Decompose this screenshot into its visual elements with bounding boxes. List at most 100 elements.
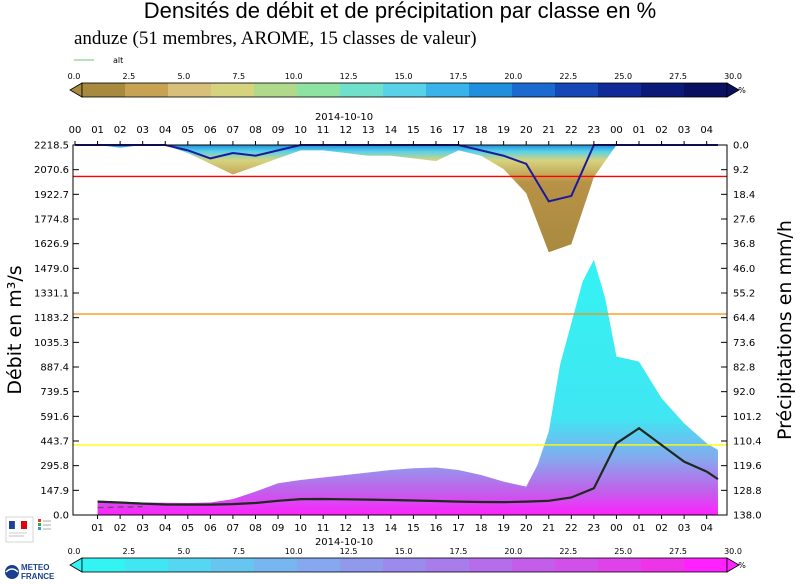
top-date-label: 2014-10-10 bbox=[315, 112, 373, 123]
precip-colorbar-swatch bbox=[125, 83, 169, 97]
bottom-hour-label: 03 bbox=[136, 523, 149, 534]
flow-colorbar-tick-label: 12.5 bbox=[340, 547, 358, 556]
top-hour-label: 22 bbox=[565, 125, 578, 136]
precip-colorbar-tick-label: 0.0 bbox=[68, 72, 81, 81]
bottom-hour-label: 03 bbox=[678, 523, 691, 534]
precip-density-area bbox=[75, 145, 718, 253]
left-tick-label: 295.8 bbox=[40, 461, 69, 472]
top-hour-label: 03 bbox=[678, 125, 691, 136]
chart-subtitle: anduze (51 membres, AROME, 15 classes de… bbox=[74, 28, 477, 49]
bottom-hour-label: 09 bbox=[272, 523, 285, 534]
right-tick-label: 36.8 bbox=[733, 239, 755, 250]
left-tick-label: 1035.3 bbox=[34, 338, 69, 349]
top-hour-label: 08 bbox=[249, 125, 262, 136]
flow-min-line bbox=[97, 506, 143, 509]
precip-colorbar-arrow-left bbox=[69, 82, 83, 98]
bottom-hour-label: 07 bbox=[227, 523, 240, 534]
precip-colorbar-tick-label: 22.5 bbox=[559, 72, 577, 81]
bottom-hour-label: 13 bbox=[362, 523, 375, 534]
precip-colorbar-swatch bbox=[211, 83, 255, 97]
top-hour-label: 14 bbox=[384, 125, 397, 136]
bottom-hour-label: 15 bbox=[407, 523, 420, 534]
bottom-hour-label: 20 bbox=[520, 523, 533, 534]
left-tick-label: 1183.2 bbox=[34, 313, 69, 324]
plot-frame bbox=[72, 144, 728, 516]
left-tick-label: 591.6 bbox=[40, 412, 69, 423]
right-tick-label: 0.0 bbox=[733, 141, 749, 152]
chart-title: Densités de débit et de précipitation pa… bbox=[144, 0, 656, 23]
top-hour-label: 12 bbox=[339, 125, 352, 136]
bottom-hour-label: 02 bbox=[655, 523, 668, 534]
y-axis-label-left: Débit en m³/s bbox=[4, 265, 26, 394]
flow-colorbar-swatch bbox=[340, 558, 384, 572]
precip-colorbar-arrow-right bbox=[726, 82, 740, 98]
flow-colorbar-tick-label: 2.5 bbox=[123, 547, 136, 556]
left-tick-label: 1922.7 bbox=[34, 190, 69, 201]
flow-colorbar: 0.0 2.5 5.0 7.5 10.0 12.5 15.0 17.5 20.0 22.5 25.0… bbox=[68, 547, 746, 573]
bottom-hour-label: 02 bbox=[114, 523, 127, 534]
bottom-hour-label: 11 bbox=[317, 523, 330, 534]
flow-colorbar-tick-label: 22.5 bbox=[559, 547, 577, 556]
precip-colorbar-swatch bbox=[641, 83, 685, 97]
right-tick-label: 73.6 bbox=[733, 338, 755, 349]
precip-colorbar-swatch bbox=[469, 83, 513, 97]
logo-marianne bbox=[5, 516, 34, 543]
top-hour-label: 20 bbox=[520, 125, 533, 136]
precip-colorbar-tick-label: 30.0 bbox=[724, 72, 742, 81]
top-hour-label: 06 bbox=[204, 125, 217, 136]
logo-ministry bbox=[36, 517, 52, 542]
flow-median-line bbox=[97, 426, 719, 506]
bottom-hour-label: 14 bbox=[384, 523, 397, 534]
right-tick-label: 27.6 bbox=[733, 215, 755, 226]
flow-colorbar-arrow-right bbox=[726, 557, 740, 573]
precip-colorbar-swatch bbox=[82, 83, 126, 97]
precip-colorbar-tick-label: 7.5 bbox=[232, 72, 245, 81]
flow-colorbar-swatch bbox=[684, 558, 728, 572]
right-tick-label: 55.2 bbox=[733, 289, 755, 300]
precip-colorbar-swatch bbox=[426, 83, 470, 97]
flow-colorbar-tick-label: 27.5 bbox=[669, 547, 687, 556]
right-tick-label: 138.0 bbox=[733, 511, 762, 522]
bottom-hour-label: 21 bbox=[542, 523, 555, 534]
logo-meteo-france: METEO FRANCE bbox=[4, 561, 62, 583]
top-hour-label: 23 bbox=[588, 125, 601, 136]
precip-colorbar-swatch bbox=[512, 83, 556, 97]
flow-colorbar-swatch bbox=[82, 558, 126, 572]
precip-colorbar-tick-label: 17.5 bbox=[450, 72, 468, 81]
top-hour-label: 18 bbox=[475, 125, 488, 136]
top-hour-label: 01 bbox=[91, 125, 104, 136]
top-hour-label: 04 bbox=[700, 125, 713, 136]
flow-colorbar-tick-label: 30.0 bbox=[724, 547, 742, 556]
flow-colorbar-arrow-left bbox=[69, 557, 83, 573]
flow-colorbar-tick-label: 20.0 bbox=[504, 547, 522, 556]
top-hour-label: 19 bbox=[497, 125, 510, 136]
flow-colorbar-tick-label: 0.0 bbox=[68, 547, 81, 556]
flow-colorbar-swatch bbox=[512, 558, 556, 572]
left-tick-label: 1479.0 bbox=[34, 264, 69, 275]
precip-colorbar-swatch bbox=[684, 83, 728, 97]
left-tick-label: 2070.6 bbox=[34, 165, 69, 176]
precip-colorbar-tick-label: 27.5 bbox=[669, 72, 687, 81]
top-hour-label: 05 bbox=[181, 125, 194, 136]
left-tick-label: 443.7 bbox=[40, 437, 69, 448]
flow-colorbar-swatch bbox=[125, 558, 169, 572]
flow-colorbar-swatch bbox=[168, 558, 212, 572]
bottom-hour-label: 19 bbox=[497, 523, 510, 534]
bottom-hour-label: 16 bbox=[430, 523, 443, 534]
bottom-hour-label: 08 bbox=[249, 523, 262, 534]
bottom-date-label: 2014-10-10 bbox=[315, 537, 373, 548]
right-tick-label: 110.4 bbox=[733, 437, 762, 448]
precip-colorbar-tick-label: 2.5 bbox=[123, 72, 136, 81]
flow-colorbar-tick-label: 17.5 bbox=[450, 547, 468, 556]
legend-alt-label: alt bbox=[113, 56, 123, 65]
flow-colorbar-swatch bbox=[426, 558, 470, 572]
left-tick-label: 739.5 bbox=[40, 387, 69, 398]
bottom-hour-label: 18 bbox=[475, 523, 488, 534]
y-axis-label-right: Précipitations en mm/h bbox=[774, 220, 796, 440]
right-tick-label: 82.8 bbox=[733, 363, 755, 374]
flow-density-area bbox=[97, 259, 718, 515]
precip-colorbar-unit: % bbox=[738, 86, 746, 95]
flow-colorbar-swatch bbox=[469, 558, 513, 572]
bottom-hour-label: 05 bbox=[181, 523, 194, 534]
